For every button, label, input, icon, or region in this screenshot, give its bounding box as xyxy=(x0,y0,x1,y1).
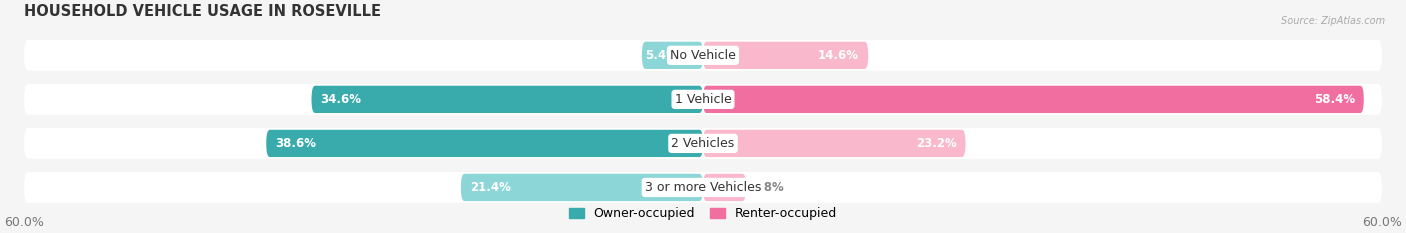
Text: HOUSEHOLD VEHICLE USAGE IN ROSEVILLE: HOUSEHOLD VEHICLE USAGE IN ROSEVILLE xyxy=(24,4,381,19)
Text: Source: ZipAtlas.com: Source: ZipAtlas.com xyxy=(1281,16,1385,26)
Text: 14.6%: 14.6% xyxy=(818,49,859,62)
Legend: Owner-occupied, Renter-occupied: Owner-occupied, Renter-occupied xyxy=(568,207,838,220)
Text: 21.4%: 21.4% xyxy=(470,181,510,194)
FancyBboxPatch shape xyxy=(24,128,1382,159)
FancyBboxPatch shape xyxy=(703,42,868,69)
FancyBboxPatch shape xyxy=(266,130,703,157)
Text: 23.2%: 23.2% xyxy=(915,137,956,150)
Text: No Vehicle: No Vehicle xyxy=(671,49,735,62)
Text: 5.4%: 5.4% xyxy=(645,49,678,62)
FancyBboxPatch shape xyxy=(703,174,747,201)
FancyBboxPatch shape xyxy=(703,130,966,157)
FancyBboxPatch shape xyxy=(643,42,703,69)
FancyBboxPatch shape xyxy=(24,40,1382,71)
FancyBboxPatch shape xyxy=(703,86,1364,113)
FancyBboxPatch shape xyxy=(24,84,1382,115)
FancyBboxPatch shape xyxy=(461,174,703,201)
FancyBboxPatch shape xyxy=(24,172,1382,203)
Text: 38.6%: 38.6% xyxy=(276,137,316,150)
Text: 3 or more Vehicles: 3 or more Vehicles xyxy=(645,181,761,194)
Text: 1 Vehicle: 1 Vehicle xyxy=(675,93,731,106)
Text: 3.8%: 3.8% xyxy=(752,181,785,194)
Text: 58.4%: 58.4% xyxy=(1313,93,1355,106)
Text: 34.6%: 34.6% xyxy=(321,93,361,106)
FancyBboxPatch shape xyxy=(312,86,703,113)
Text: 2 Vehicles: 2 Vehicles xyxy=(672,137,734,150)
